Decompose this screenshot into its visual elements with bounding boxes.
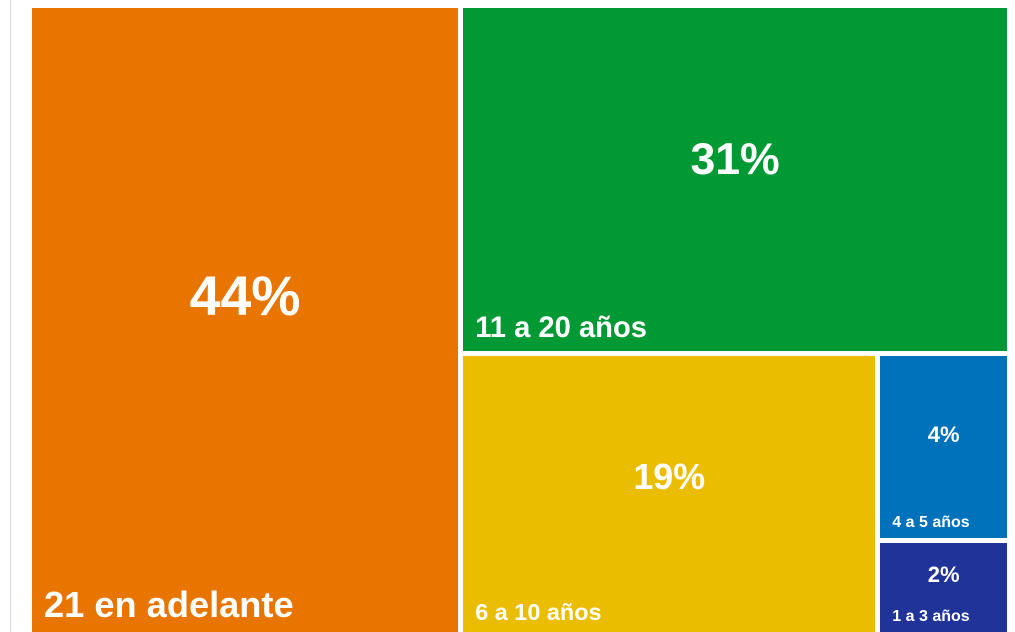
value-label-area: 31% [463,8,1007,312]
value-label: 2% [927,562,960,588]
value-label: 4% [927,422,960,448]
value-label: 44% [189,265,301,328]
value-label-area: 44% [32,8,458,584]
treemap-cell: 19% 6 a 10 años [463,356,876,632]
treemap-cell: 44% 21 en adelante [32,8,459,632]
category-label: 11 a 20 años [475,311,648,344]
value-label-area: 2% [880,543,1007,607]
treemap-cell: 31% 11 a 20 años [463,8,1007,352]
value-label-area: 4% [880,356,1007,514]
category-label: 21 en adelante [44,584,294,626]
border-line [10,0,11,632]
value-label: 31% [690,134,780,184]
category-label: 4 a 5 años [892,513,970,531]
value-label-area: 19% [463,356,875,599]
treemap-cell: 4% 4 a 5 años [880,356,1007,539]
treemap-cell: 2% 1 a 3 años [880,543,1007,632]
category-label: 1 a 3 años [892,607,970,625]
value-label: 19% [633,457,706,498]
category-label: 6 a 10 años [475,599,602,626]
